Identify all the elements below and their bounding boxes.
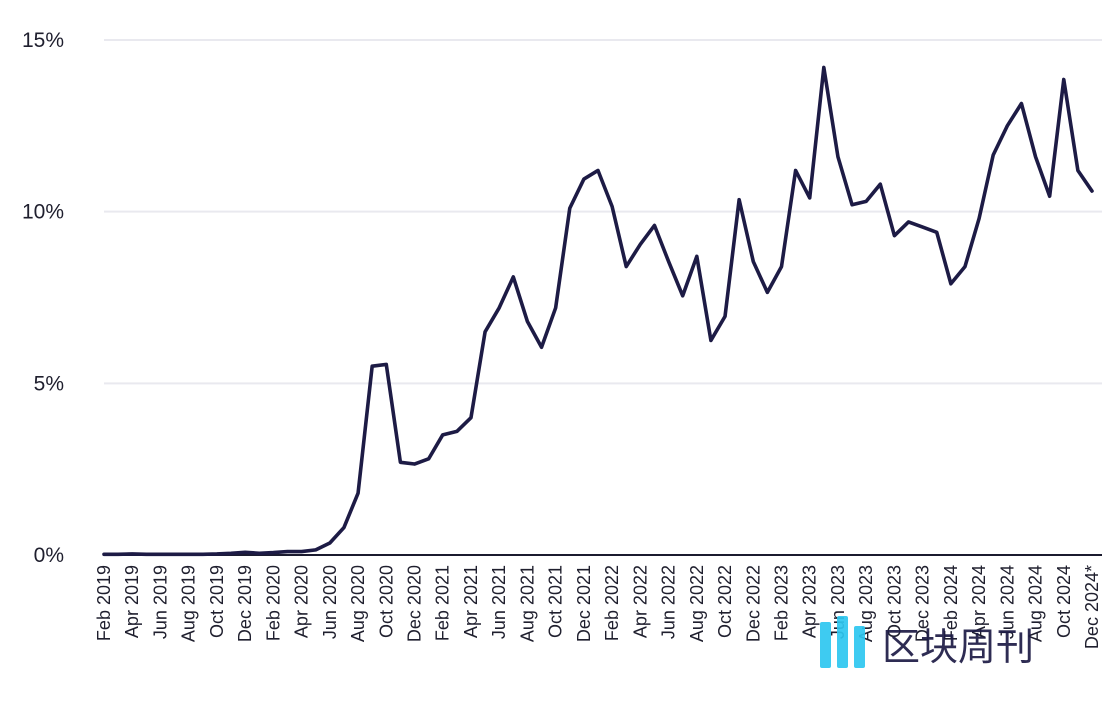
y-axis-ticks: 0% 5% 10% 15% bbox=[22, 29, 64, 567]
y-tick-label: 5% bbox=[34, 372, 64, 395]
x-tick-label: Aug 2022 bbox=[687, 565, 707, 642]
x-tick-label: Jun 2021 bbox=[489, 565, 509, 639]
x-tick-label: Feb 2021 bbox=[433, 565, 453, 641]
x-tick-label: Apr 2021 bbox=[461, 565, 481, 638]
x-tick-label: Dec 2022 bbox=[743, 565, 763, 642]
x-tick-label: Feb 2019 bbox=[94, 565, 114, 641]
x-tick-label: Feb 2022 bbox=[602, 565, 622, 641]
x-tick-label: Dec 2019 bbox=[235, 565, 255, 642]
x-tick-label: Oct 2020 bbox=[376, 565, 396, 638]
x-tick-label: Apr 2024 bbox=[969, 565, 989, 638]
x-tick-label: Apr 2019 bbox=[122, 565, 142, 638]
y-tick-label: 15% bbox=[22, 29, 64, 52]
watermark-text: 区块周刊 bbox=[882, 625, 1034, 669]
x-tick-label: Apr 2020 bbox=[292, 565, 312, 638]
x-tick-label: Feb 2020 bbox=[263, 565, 283, 641]
y-tick-label: 0% bbox=[34, 544, 64, 567]
x-tick-label: Jun 2022 bbox=[659, 565, 679, 639]
x-tick-label: Dec 2021 bbox=[574, 565, 594, 642]
x-tick-label: Dec 2023 bbox=[913, 565, 933, 642]
x-tick-label: Oct 2023 bbox=[884, 565, 904, 638]
x-tick-label: Dec 2024* bbox=[1082, 565, 1102, 649]
x-tick-label: Apr 2023 bbox=[800, 565, 820, 638]
x-tick-label: Oct 2019 bbox=[207, 565, 227, 638]
watermark-bar-3 bbox=[854, 626, 865, 668]
x-tick-label: Oct 2022 bbox=[715, 565, 735, 638]
x-tick-label: Oct 2024 bbox=[1054, 565, 1074, 638]
series-line bbox=[102, 65, 1094, 557]
x-tick-label: Jun 2024 bbox=[997, 565, 1017, 639]
watermark-logo: 区块周刊 bbox=[820, 616, 1034, 669]
watermark-bar-1 bbox=[820, 622, 831, 668]
x-tick-label: Aug 2024 bbox=[1026, 565, 1046, 642]
x-tick-label: Aug 2023 bbox=[856, 565, 876, 642]
x-tick-label: Oct 2021 bbox=[546, 565, 566, 638]
x-tick-label: Aug 2020 bbox=[348, 565, 368, 642]
x-tick-label: Apr 2022 bbox=[630, 565, 650, 638]
x-tick-label: Feb 2023 bbox=[771, 565, 791, 641]
watermark-bar-2 bbox=[837, 616, 848, 668]
x-tick-label: Feb 2024 bbox=[941, 565, 961, 641]
grid-lines bbox=[104, 39, 1102, 385]
x-tick-label: Jun 2020 bbox=[320, 565, 340, 639]
y-tick-label: 10% bbox=[22, 201, 64, 224]
x-axis-ticks: Feb 2019 Apr 2019 Jun 2019 Aug 2019 Oct 2019… bbox=[94, 565, 1102, 649]
data-points bbox=[102, 65, 1094, 556]
x-tick-label: Dec 2020 bbox=[405, 565, 425, 642]
x-tick-label: Aug 2021 bbox=[517, 565, 537, 642]
x-tick-label: Aug 2019 bbox=[179, 565, 199, 642]
x-tick-label: Jun 2019 bbox=[150, 565, 170, 639]
